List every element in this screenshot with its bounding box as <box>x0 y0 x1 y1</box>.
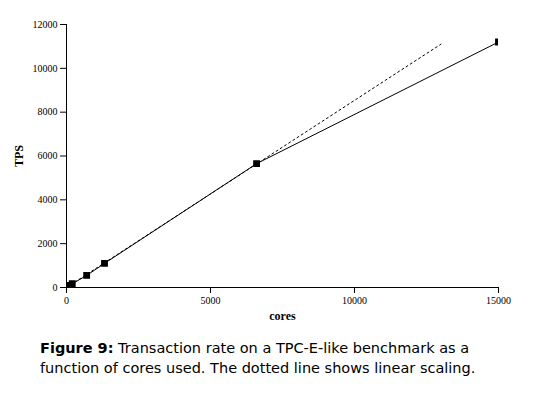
svg-text:cores: cores <box>269 309 296 323</box>
svg-text:0: 0 <box>53 282 58 293</box>
svg-text:15000: 15000 <box>486 295 511 306</box>
svg-text:6000: 6000 <box>38 150 58 161</box>
svg-text:10000: 10000 <box>33 63 58 74</box>
svg-text:12000: 12000 <box>33 19 58 30</box>
html-text:Figure 9: Transaction rate on: Figure 9: Transaction rate on a TPC-E-li… <box>40 340 476 376</box>
svg-text:4000: 4000 <box>38 194 58 205</box>
svg-text:8000: 8000 <box>38 106 58 117</box>
svg-text:0: 0 <box>64 295 69 306</box>
svg-text:5000: 5000 <box>201 295 221 306</box>
svg-text:TPS: TPS <box>12 145 26 167</box>
svg-text:2000: 2000 <box>38 238 58 249</box>
svg-text:10000: 10000 <box>342 295 367 306</box>
